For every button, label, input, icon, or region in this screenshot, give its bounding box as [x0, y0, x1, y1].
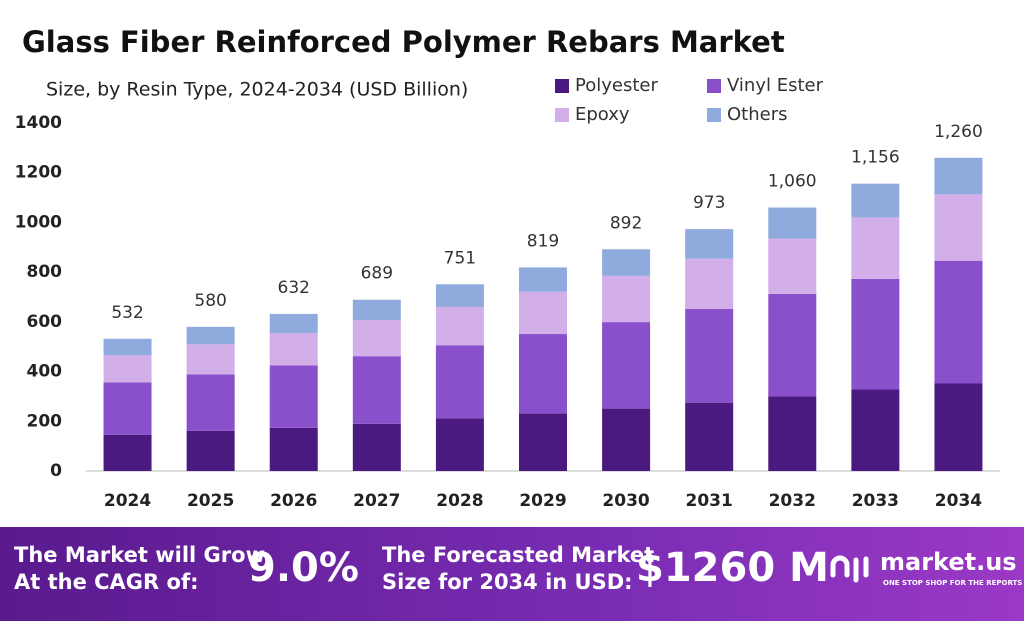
- bar-segment: [685, 308, 734, 403]
- total-label: 1,060: [768, 172, 817, 192]
- bar-segment: [602, 249, 651, 276]
- bar-segment: [519, 334, 567, 414]
- bar-segment: [103, 382, 152, 435]
- y-tick-label: 400: [27, 362, 63, 382]
- bar-segment: [768, 207, 817, 239]
- bar-segment: [269, 313, 318, 334]
- bar-segment: [435, 418, 484, 471]
- forecast-text: Size for 2034 in USD:: [382, 570, 633, 594]
- bar-segment: [269, 427, 318, 471]
- bar-segment: [519, 413, 567, 471]
- bar-segment: [768, 293, 817, 397]
- bar-segment: [186, 374, 235, 431]
- bar-segment: [602, 408, 651, 471]
- chart-title: Glass Fiber Reinforced Polymer Rebars Ma…: [22, 25, 785, 59]
- bar-segment: [851, 217, 900, 279]
- legend-swatch: [555, 108, 569, 122]
- legend-label: Vinyl Ester: [727, 75, 824, 96]
- bar-segment: [103, 355, 152, 383]
- y-tick-label: 800: [27, 262, 63, 282]
- brand-logo: [830, 555, 869, 583]
- bar-segment: [352, 299, 401, 321]
- cagr-text: At the CAGR of:: [14, 570, 199, 594]
- x-tick-label: 2024: [104, 491, 151, 511]
- bar-segment: [602, 322, 651, 409]
- bar-segment: [103, 338, 152, 356]
- bar-segment: [934, 157, 983, 195]
- bar-segment: [851, 278, 900, 390]
- footer-band: [0, 527, 1024, 621]
- x-tick-label: 2028: [436, 491, 483, 511]
- total-label: 689: [361, 264, 393, 284]
- total-label: 892: [610, 213, 642, 233]
- x-tick-label: 2033: [852, 491, 899, 511]
- cagr-text: The Market will Grow: [14, 543, 265, 567]
- x-tick-label: 2026: [270, 491, 317, 511]
- bar-segment: [186, 344, 235, 375]
- bar-segment: [768, 396, 817, 471]
- bar-segment: [186, 326, 235, 345]
- y-tick-label: 1200: [15, 163, 62, 183]
- x-tick-label: 2032: [769, 491, 816, 511]
- x-tick-label: 2025: [187, 491, 234, 511]
- bar-segment: [103, 434, 152, 471]
- total-label: 1,156: [851, 148, 900, 168]
- x-tick-label: 2030: [602, 491, 649, 511]
- legend-swatch: [707, 108, 721, 122]
- bar-segment: [934, 194, 983, 261]
- y-tick-label: 200: [27, 411, 63, 431]
- chart-subtitle: Size, by Resin Type, 2024-2034 (USD Bill…: [46, 79, 468, 101]
- bar-segment: [269, 333, 318, 366]
- legend-label: Others: [727, 104, 788, 125]
- total-label: 1,260: [934, 122, 983, 142]
- y-tick-label: 1000: [15, 212, 62, 232]
- total-label: 973: [693, 193, 725, 213]
- bar-segment: [435, 284, 484, 307]
- bar-segment: [352, 320, 401, 357]
- bar-segment: [602, 275, 651, 323]
- legend-label: Polyester: [575, 75, 658, 96]
- bar-segment: [519, 267, 567, 292]
- legend-swatch: [707, 79, 721, 93]
- x-tick-label: 2027: [353, 491, 400, 511]
- y-tick-label: 0: [50, 461, 62, 481]
- bar-segment: [685, 258, 734, 309]
- bar-segment: [685, 402, 734, 471]
- forecast-value: $1260 M: [636, 545, 829, 591]
- tagline: ONE STOP SHOP FOR THE REPORTS: [883, 579, 1022, 587]
- x-tick-label: 2034: [935, 491, 982, 511]
- bar-segment: [851, 389, 900, 471]
- total-label: 580: [194, 291, 226, 311]
- bar-segment: [934, 383, 983, 471]
- bar-segment: [269, 365, 318, 428]
- y-tick-label: 600: [27, 312, 63, 332]
- bar-segment: [685, 229, 734, 259]
- legend-label: Epoxy: [575, 104, 630, 125]
- bar-segment: [186, 430, 235, 471]
- bar-segment: [352, 423, 401, 471]
- cagr-value: 9.0%: [248, 545, 359, 591]
- total-label: 532: [111, 303, 143, 323]
- y-tick-label: 1400: [15, 113, 62, 133]
- bar-segment: [435, 306, 484, 346]
- bar-segment: [934, 260, 983, 384]
- total-label: 632: [278, 278, 310, 298]
- forecast-text: The Forecasted Market: [382, 543, 654, 567]
- total-label: 751: [444, 248, 476, 268]
- total-label: 819: [527, 231, 559, 251]
- bar-segment: [519, 291, 567, 335]
- bar-segment: [768, 238, 817, 294]
- x-tick-label: 2031: [686, 491, 733, 511]
- x-tick-label: 2029: [519, 491, 566, 511]
- bar-segment: [352, 356, 401, 424]
- brand: market.us: [880, 548, 1017, 576]
- bar-segment: [435, 345, 484, 419]
- bar-segment: [851, 183, 900, 218]
- legend-swatch: [555, 79, 569, 93]
